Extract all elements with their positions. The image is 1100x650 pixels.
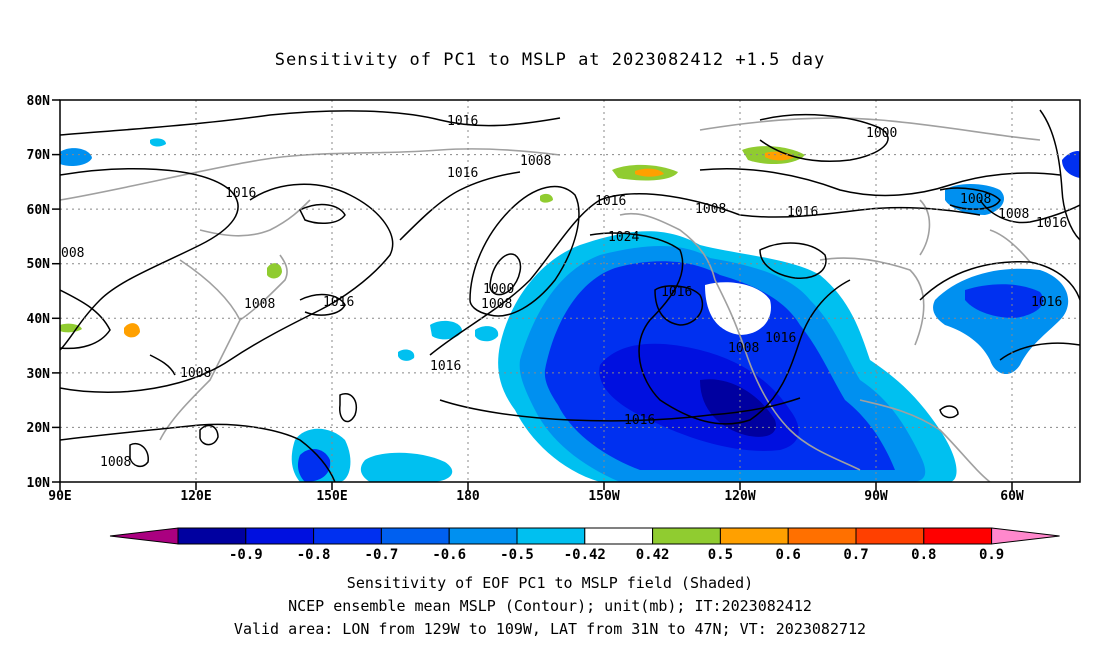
colorbar-box [855, 527, 925, 545]
contour-labels: 1016 1016 1008 1016 1000 1008 1016 1024 … [61, 114, 1067, 470]
shade-wpac3 [430, 320, 462, 340]
contour-label: 1008 [960, 192, 991, 207]
colorbar-box [923, 527, 993, 545]
colorbar-label: 0.6 [776, 547, 801, 563]
contour-label: 1008 [100, 455, 131, 470]
colorbar-box [584, 527, 654, 545]
colorbar-label: -0.42 [564, 547, 606, 563]
lat-label: 50N [27, 257, 51, 272]
axis-ticks [52, 99, 1013, 490]
lat-label: 70N [27, 148, 51, 163]
contour-label: 1008 [481, 297, 512, 312]
shade-atlantic-dark [965, 284, 1044, 318]
lon-label: 120W [724, 489, 755, 504]
shade-positive-west [60, 323, 82, 333]
colorbar-label: -0.8 [297, 547, 331, 563]
colorbar-box [719, 527, 789, 545]
colorbar: -0.9 -0.8 -0.7 -0.6 -0.5 -0.42 0.42 0.5 0.6 0.7 0.… [109, 527, 1060, 563]
contour-label: 1016 [1036, 216, 1067, 231]
contour-label: 1008 [695, 202, 726, 217]
shade-positive-japan [267, 263, 282, 279]
lat-label: 30N [27, 367, 51, 382]
lon-label: 60W [1000, 489, 1024, 504]
colorbar-box [787, 527, 857, 545]
lon-label: 150E [316, 489, 347, 504]
contour-label: 1008 [728, 341, 759, 356]
contour-label: 1016 [430, 359, 461, 374]
lat-label: 80N [27, 94, 51, 109]
contour-label: 1016 [595, 194, 626, 209]
lon-label: 120E [180, 489, 211, 504]
shade-core-deep [700, 379, 776, 437]
shade-gap [705, 282, 771, 335]
contour-label: 1008 [180, 366, 211, 381]
caption-line-3: Valid area: LON from 129W to 109W, LAT f… [233, 620, 867, 638]
lat-label: 20N [27, 421, 51, 436]
contour-label: 1016 [661, 285, 692, 300]
colorbar-box [245, 527, 315, 545]
mslp-contours [60, 109, 1080, 482]
colorbar-box [516, 527, 586, 545]
shade-positive-small [540, 193, 553, 203]
shade-positive-arctic-core [765, 151, 795, 161]
lat-label: 40N [27, 312, 51, 327]
contour-label: 1024 [608, 230, 639, 245]
colorbar-label: -0.9 [229, 547, 263, 563]
caption-line-2: NCEP ensemble mean MSLP (Contour); unit(… [288, 597, 812, 615]
colorbar-box [380, 527, 450, 545]
shade-positive-bering-core [635, 168, 664, 177]
colorbar-box [448, 527, 518, 545]
colorbar-label: 0.9 [979, 547, 1004, 563]
shade-wpac4 [475, 326, 499, 342]
contour-label: 1016 [765, 331, 796, 346]
contour-label: 1000 [866, 126, 897, 141]
caption-line-1: Sensitivity of EOF PC1 to MSLP field (Sh… [346, 574, 754, 592]
contour-label: 1016 [1031, 295, 1062, 310]
shade-wpac1-dark [297, 448, 331, 482]
colorbar-label: 0.8 [911, 547, 936, 563]
shade-arctic-small [150, 138, 166, 147]
contour-label: 1016 [787, 205, 818, 220]
lon-label: 90W [864, 489, 888, 504]
colorbar-box [652, 527, 721, 545]
shade-wpac2 [360, 452, 453, 482]
plot-title: Sensitivity of PC1 to MSLP at 2023082412… [274, 50, 826, 70]
shade-positive-china [124, 323, 140, 338]
contour-label: 1016 [447, 114, 478, 129]
lon-label: 180 [456, 489, 480, 504]
colorbar-cap-low [109, 527, 179, 545]
colorbar-label: -0.7 [365, 547, 399, 563]
contour-label: 1016 [225, 186, 256, 201]
lon-label: 150W [588, 489, 619, 504]
shade-arctic-west [60, 148, 92, 166]
colorbar-box [313, 527, 382, 545]
colorbar-box [177, 527, 247, 545]
lat-label: 10N [27, 476, 51, 491]
colorbar-label: -0.6 [432, 547, 466, 563]
plot-frame [59, 99, 1081, 483]
contour-label: 008 [61, 246, 84, 261]
contour-label: 1016 [447, 166, 478, 181]
map-gridlines [60, 100, 1080, 482]
contour-label: 1008 [520, 154, 551, 169]
colorbar-label: 0.42 [636, 547, 670, 563]
sensitivity-shading [60, 138, 1080, 482]
colorbar-label: 0.5 [708, 547, 733, 563]
contour-label: 1016 [624, 413, 655, 428]
colorbar-label: 0.7 [843, 547, 868, 563]
lat-label: 60N [27, 203, 51, 218]
shade-wpac5 [398, 349, 415, 361]
colorbar-label: -0.5 [500, 547, 534, 563]
latitude-labels: 80N 70N 60N 50N 40N 30N 20N 10N [27, 94, 51, 491]
shade-far-east [1062, 150, 1080, 178]
colorbar-cap-high [991, 527, 1060, 545]
contour-label: 1016 [323, 295, 354, 310]
longitude-labels: 90E 120E 150E 180 150W 120W 90W 60W [48, 489, 1024, 504]
contour-label: 1000 [483, 282, 514, 297]
lon-label: 90E [48, 489, 71, 504]
contour-label: 1008 [998, 207, 1029, 222]
contour-label: 1008 [244, 297, 275, 312]
